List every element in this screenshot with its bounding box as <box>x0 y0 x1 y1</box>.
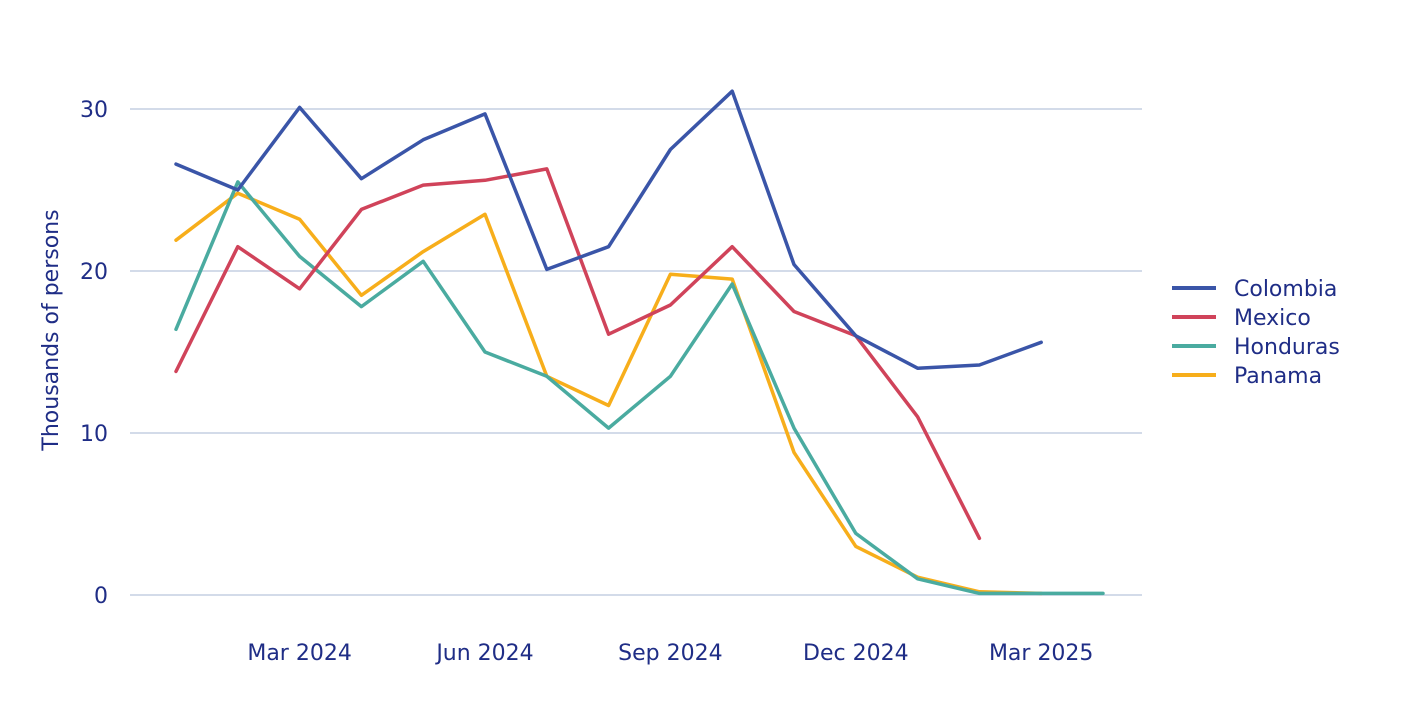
x-tick-label: Mar 2025 <box>989 641 1094 666</box>
series-lines <box>174 89 1105 596</box>
series-line-panama <box>174 191 1043 596</box>
y-tick-label: 10 <box>80 422 108 447</box>
y-axis-ticks: 0 10 20 30 <box>80 98 108 609</box>
legend-item-panama: Panama <box>1172 364 1322 389</box>
x-tick-label: Dec 2024 <box>803 641 909 666</box>
gridlines <box>130 108 1142 596</box>
legend-label: Mexico <box>1234 306 1311 331</box>
legend-item-honduras: Honduras <box>1172 335 1340 360</box>
y-tick-label: 0 <box>94 584 108 609</box>
legend-label: Honduras <box>1234 335 1340 360</box>
x-axis-ticks: Mar 2024 Jun 2024 Sep 2024 Dec 2024 Mar 2025 <box>247 641 1093 666</box>
legend-item-colombia: Colombia <box>1172 277 1337 302</box>
legend-label: Panama <box>1234 364 1322 389</box>
series-line-colombia <box>174 89 1043 370</box>
legend-item-mexico: Mexico <box>1172 306 1311 331</box>
legend-label: Colombia <box>1234 277 1337 302</box>
x-tick-label: Sep 2024 <box>618 641 722 666</box>
y-tick-label: 30 <box>80 98 108 123</box>
x-tick-label: Jun 2024 <box>434 641 533 666</box>
legend: Colombia Mexico Honduras Panama <box>1172 277 1340 389</box>
y-axis-title: Thousands of persons <box>39 209 64 451</box>
series-line-mexico <box>174 167 982 541</box>
series-line-honduras <box>174 180 1105 596</box>
y-tick-label: 20 <box>80 260 108 285</box>
x-tick-label: Mar 2024 <box>247 641 352 666</box>
